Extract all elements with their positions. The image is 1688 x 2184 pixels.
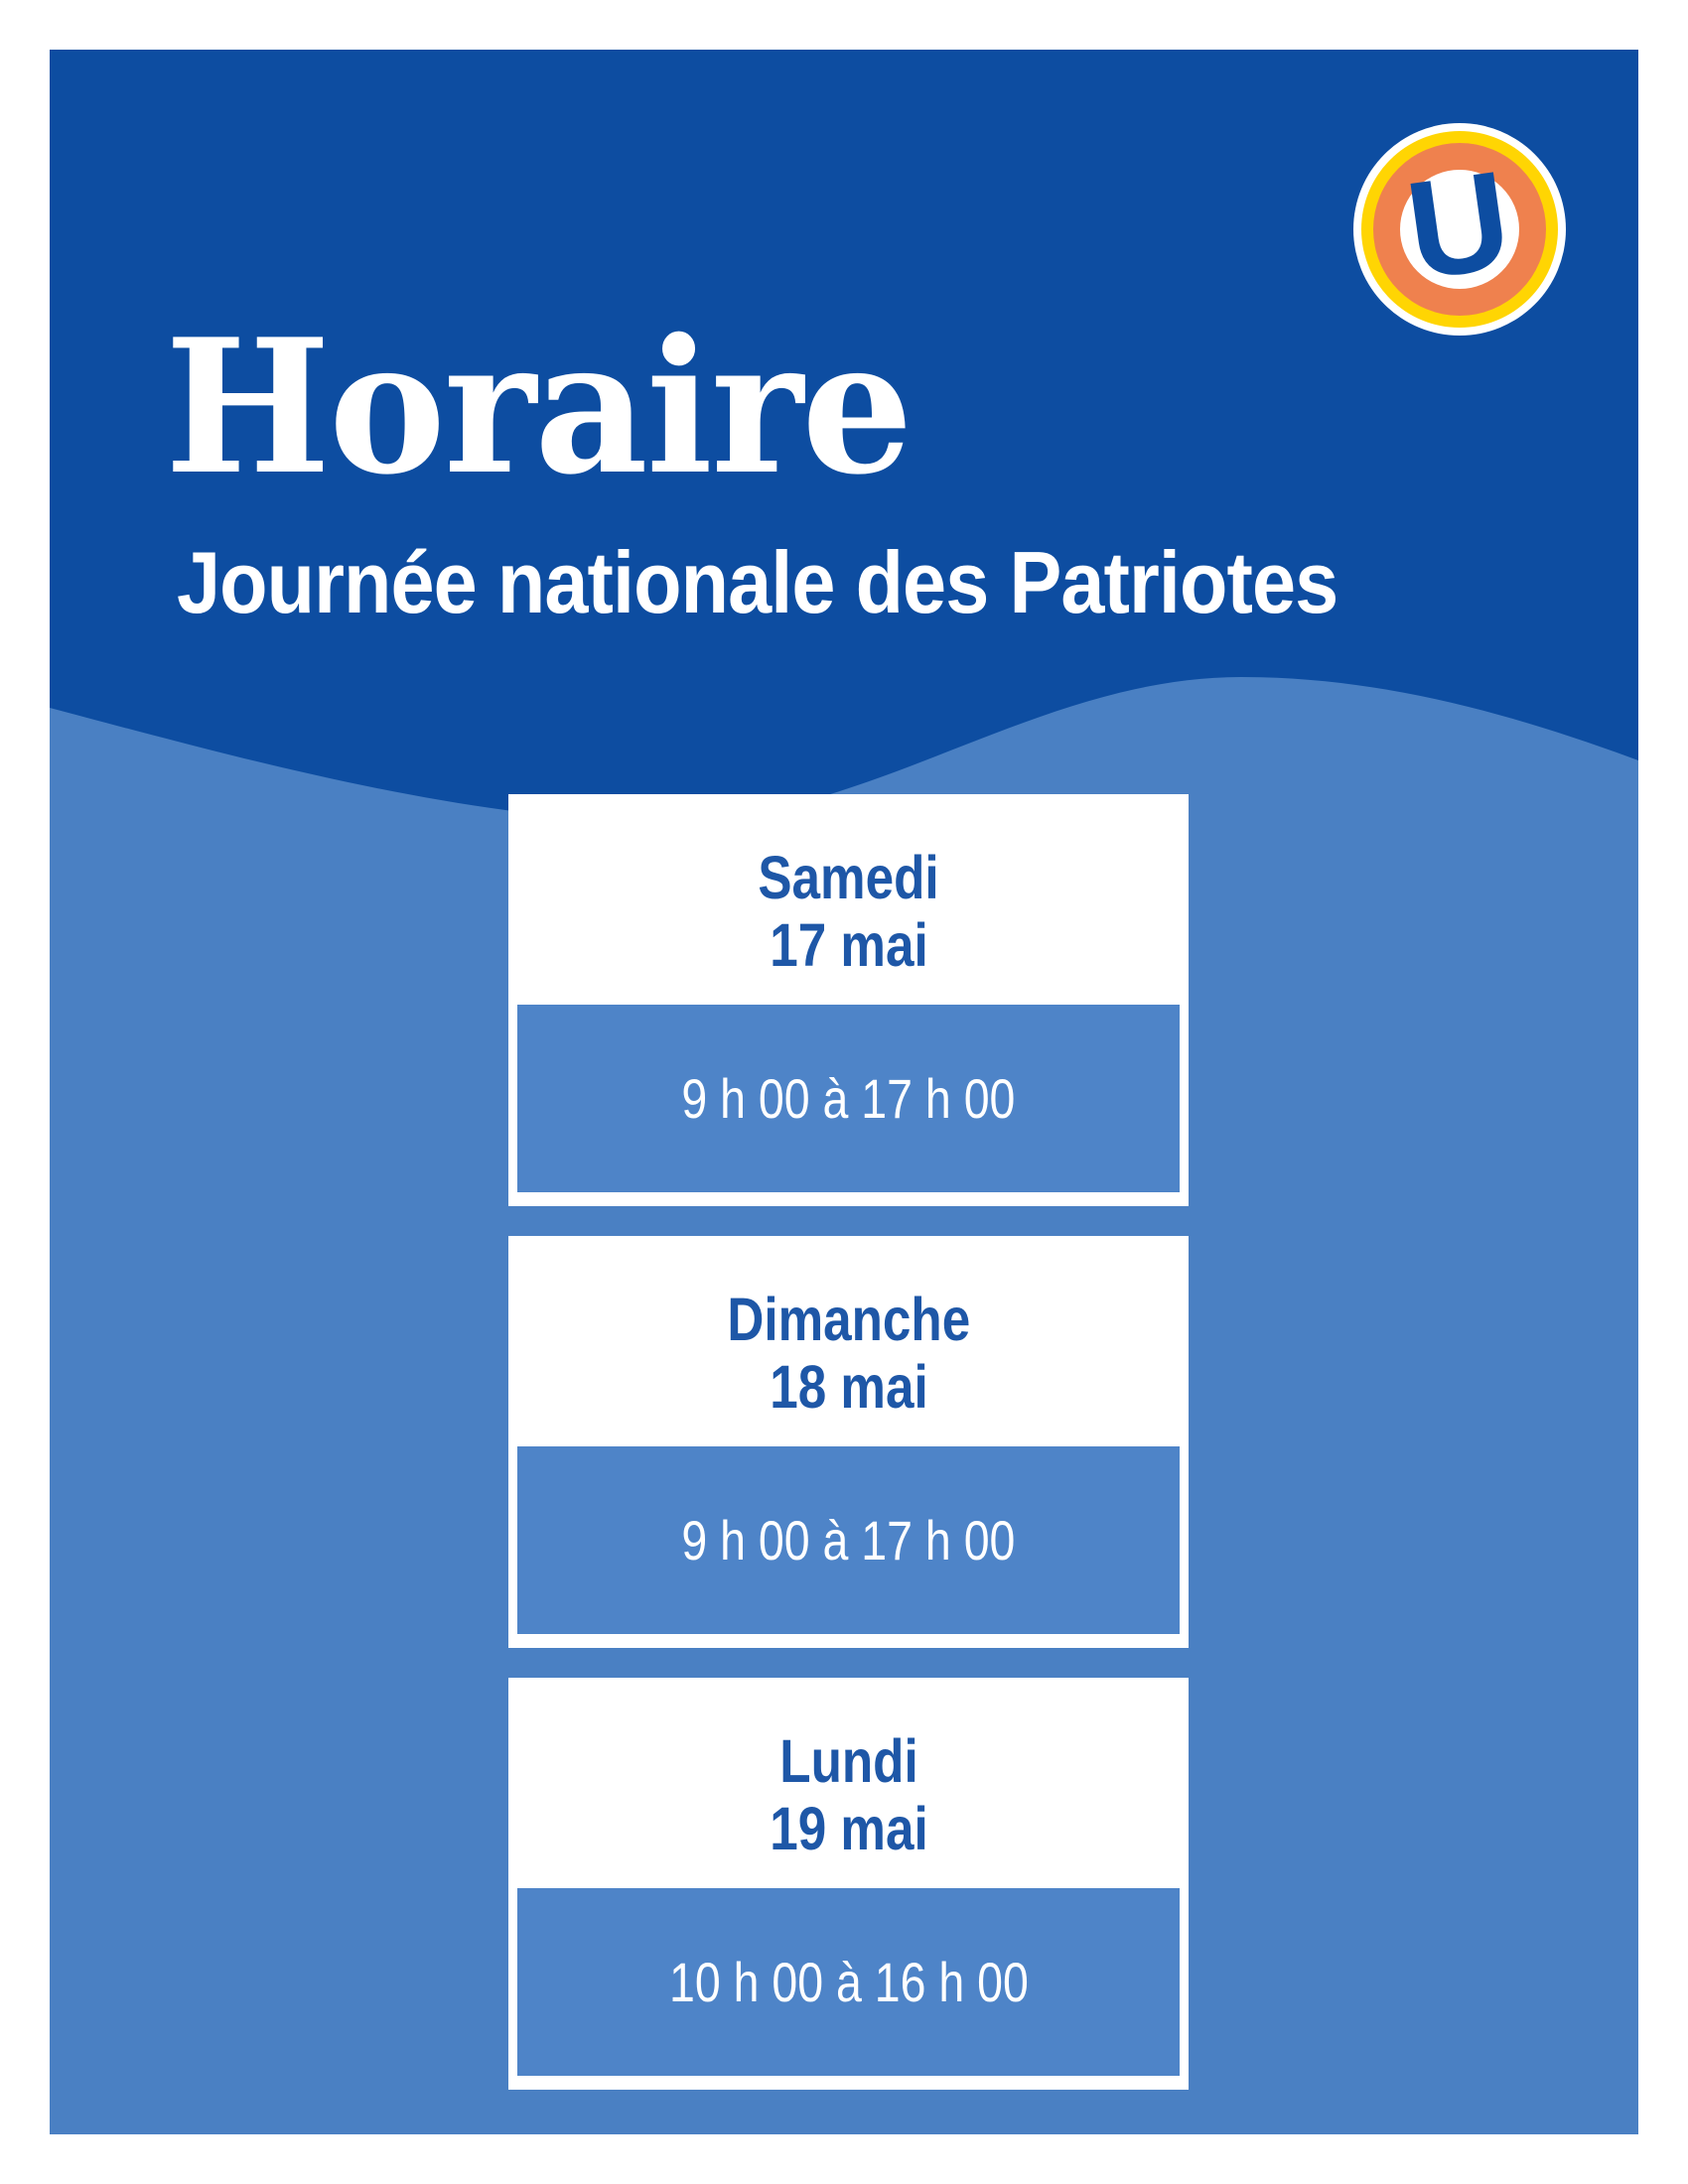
logo-letter-wrap: U: [1353, 123, 1566, 336]
day-header: Samedi 17 mai: [508, 806, 1189, 1017]
page-subtitle: Journée nationale des Patriotes: [177, 533, 1338, 631]
store-hours-poster: Horaire Journée nationale des Patriotes …: [50, 50, 1638, 2134]
schedule-card-monday: Lundi 19 mai 10 h 00 à 16 h 00: [508, 1678, 1189, 2090]
day-header: Lundi 19 mai: [508, 1690, 1189, 1900]
u-brand-logo: U: [1353, 123, 1566, 336]
date-label: 17 mai: [769, 911, 928, 979]
day-label: Dimanche: [727, 1286, 970, 1353]
poster-content: Horaire Journée nationale des Patriotes …: [50, 50, 1638, 2134]
day-label: Samedi: [758, 844, 939, 911]
date-label: 19 mai: [769, 1795, 928, 1862]
day-label: Lundi: [778, 1727, 918, 1795]
logo-letter-u: U: [1398, 140, 1520, 310]
page-title: Horaire: [165, 298, 914, 515]
hours-panel: 10 h 00 à 16 h 00: [517, 1888, 1180, 2076]
hours-label: 9 h 00 à 17 h 00: [681, 1509, 1016, 1571]
hours-label: 9 h 00 à 17 h 00: [681, 1067, 1016, 1130]
hours-panel: 9 h 00 à 17 h 00: [517, 1005, 1180, 1192]
hours-label: 10 h 00 à 16 h 00: [668, 1951, 1029, 2013]
date-label: 18 mai: [769, 1353, 928, 1421]
logo-center-disc: [1400, 170, 1519, 289]
day-header: Dimanche 18 mai: [508, 1248, 1189, 1458]
schedule-card-saturday: Samedi 17 mai 9 h 00 à 17 h 00: [508, 794, 1189, 1206]
schedule-card-sunday: Dimanche 18 mai 9 h 00 à 17 h 00: [508, 1236, 1189, 1648]
hours-panel: 9 h 00 à 17 h 00: [517, 1446, 1180, 1634]
